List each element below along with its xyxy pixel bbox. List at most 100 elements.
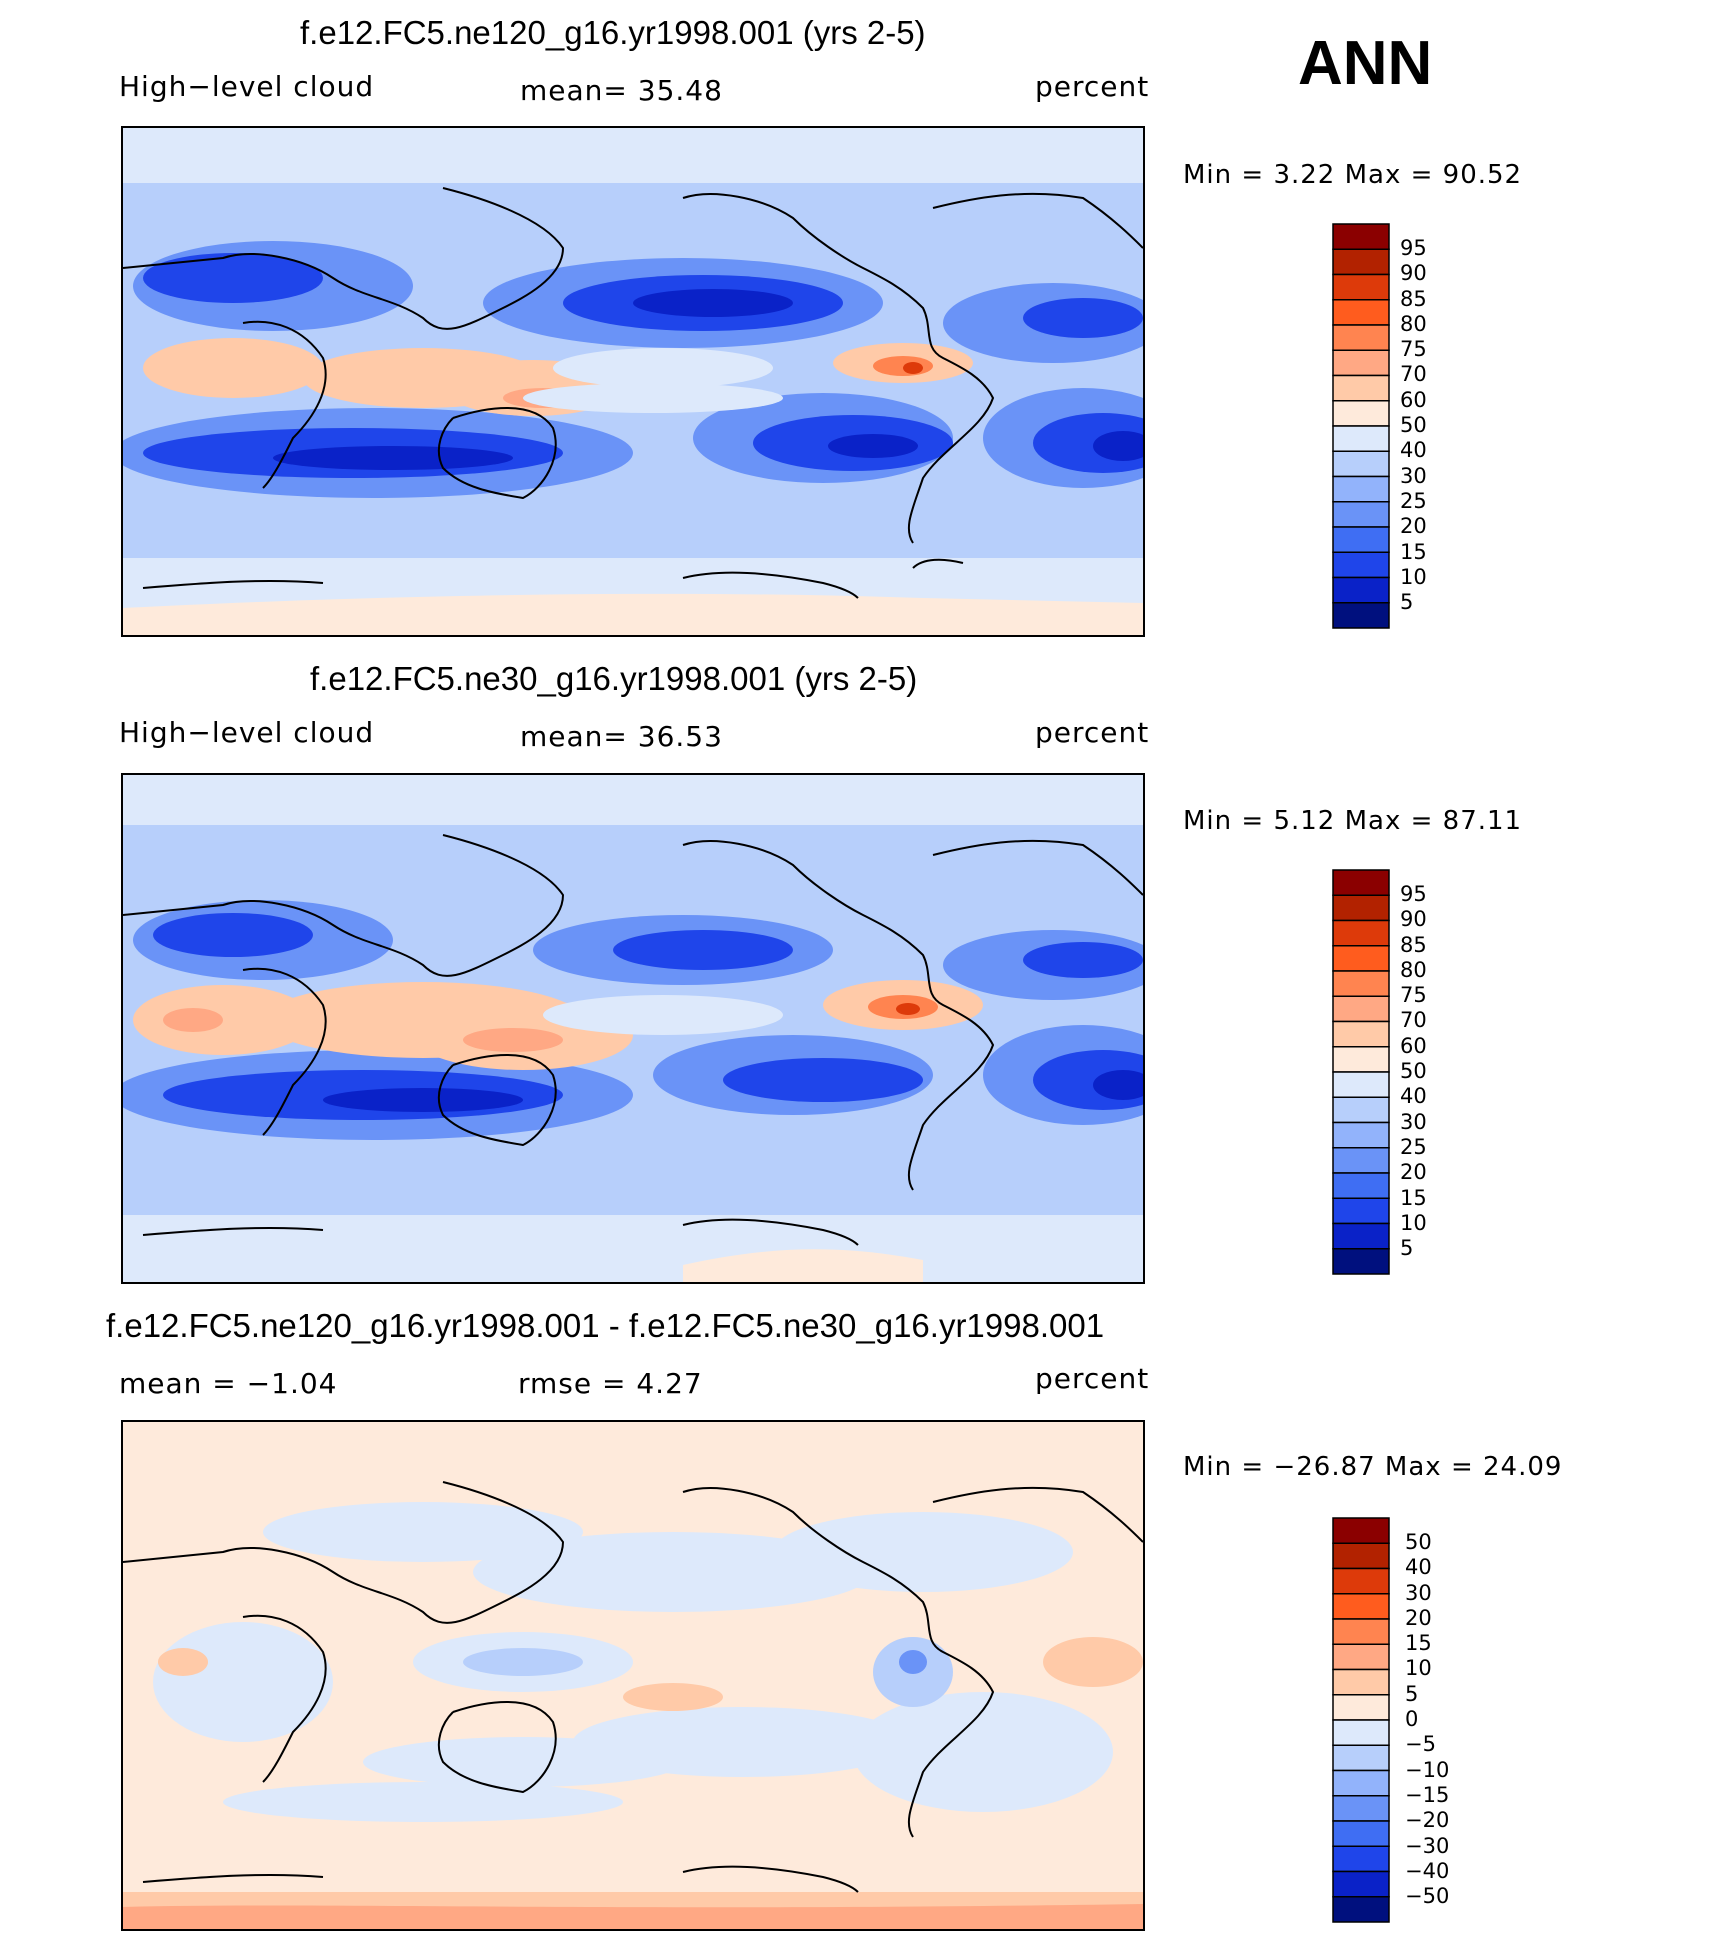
panel-2-colorbar-label: 40: [1400, 1084, 1427, 1109]
panel-3-minmax-label: Min = −26.87 Max = 24.09: [1183, 1452, 1563, 1482]
panel-2-colorbar-swatch: [1332, 1096, 1390, 1124]
panel-3-colorbar-swatch: [1332, 1744, 1390, 1772]
panel-2-units-label: percent: [1035, 716, 1150, 749]
panel-1-colorbar-label: 40: [1400, 438, 1427, 463]
panel-3-colorbar-label: 0: [1405, 1707, 1419, 1732]
panel-1-colorbar-swatch: [1332, 425, 1390, 452]
season-label: ANN: [1298, 29, 1433, 98]
panel-3-colorbar-label: 5: [1405, 1681, 1419, 1706]
panel-1-colorbar-labels: 95 90 85 80 75 70 60 50 40 30 25 20 15 1…: [1400, 236, 1427, 615]
panel-2-colorbar: [1332, 869, 1390, 1275]
panel-2-colorbar-swatch: [1332, 1222, 1390, 1250]
panel-2-colorbar-label: 25: [1400, 1134, 1427, 1159]
panel-1-colorbar-swatch: [1332, 526, 1390, 553]
panel-2-colorbar-swatch: [1332, 919, 1390, 947]
panel-3-colorbar-label: 20: [1405, 1605, 1432, 1630]
panel-1-colorbar-swatch: [1332, 475, 1390, 503]
panel-1-colorbar-swatch: [1332, 501, 1390, 528]
panel-2-colorbar-swatch: [1332, 1071, 1390, 1098]
panel-1-colorbar-swatch: [1332, 299, 1390, 326]
panel-1-colorbar-label: 5: [1400, 590, 1414, 615]
panel-1-minmax-label: Min = 3.22 Max = 90.52: [1183, 160, 1523, 190]
panel-1-colorbar-label: 30: [1400, 463, 1427, 488]
panel-3-colorbar-swatch: [1332, 1618, 1390, 1645]
panel-2-colorbar-swatch: [1332, 869, 1390, 896]
panel-1-colorbar-label: 60: [1400, 387, 1427, 412]
panel-1-colorbar-label: 70: [1400, 362, 1427, 387]
panel-1-colorbar-swatch: [1332, 273, 1390, 301]
panel-3-colorbar-label: −15: [1405, 1782, 1450, 1807]
panel-2-colorbar-swatch: [1332, 1172, 1390, 1199]
panel-3-colorbar-label: −5: [1405, 1732, 1436, 1757]
panel-3-rmse-label: rmse = 4.27: [518, 1367, 703, 1400]
panel-2-colorbar-swatch: [1332, 1121, 1390, 1149]
panel-2-colorbar-label: 20: [1400, 1160, 1427, 1185]
panel-2-colorbar-labels: 95 90 85 80 75 70 60 50 40 30 25 20 15 1…: [1400, 882, 1427, 1261]
panel-2-colorbar-label: 90: [1400, 907, 1427, 932]
panel-1-colorbar-label: 10: [1400, 564, 1427, 589]
panel-1-variable-label: High−level cloud: [119, 70, 375, 103]
panel-1-units-label: percent: [1035, 70, 1150, 103]
panel-2-colorbar-label: 10: [1400, 1210, 1427, 1235]
panel-3-colorbar-label: −30: [1405, 1833, 1450, 1858]
panel-1-colorbar-swatch: [1332, 374, 1390, 402]
panel-2-title: f.e12.FC5.ne30_g16.yr1998.001 (yrs 2-5): [310, 660, 918, 697]
panel-2-colorbar-swatch: [1332, 1020, 1390, 1048]
panel-3-title: f.e12.FC5.ne120_g16.yr1998.001 - f.e12.F…: [106, 1307, 1105, 1344]
panel-3-colorbar-swatch: [1332, 1643, 1390, 1671]
panel-1-colorbar-swatch: [1332, 248, 1390, 276]
panel-1-colorbar-label: 95: [1400, 236, 1427, 260]
panel-1-colorbar-swatch: [1332, 576, 1390, 604]
panel-2-colorbar-swatch: [1332, 894, 1390, 922]
panel-2-colorbar-label: 85: [1400, 932, 1427, 957]
panel-1-colorbar-label: 50: [1400, 413, 1427, 438]
panel-3-map: [121, 1420, 1145, 1931]
panel-3-colorbar-swatch: [1332, 1567, 1390, 1595]
panel-3-colorbar-swatch: [1332, 1795, 1390, 1822]
panel-1-colorbar-label: 15: [1400, 539, 1427, 564]
panel-3-colorbar-label: 40: [1405, 1555, 1432, 1580]
panel-2-colorbar-label: 60: [1400, 1033, 1427, 1058]
panel-3-colorbar-label: −20: [1405, 1808, 1450, 1833]
panel-3-colorbar-label: −10: [1405, 1757, 1450, 1782]
panel-1-colorbar-label: 85: [1400, 286, 1427, 311]
panel-3-contour-plot: [122, 1422, 1144, 1929]
panel-2-mean-label: mean= 36.53: [520, 720, 723, 753]
panel-2-colorbar-label: 30: [1400, 1109, 1427, 1134]
panel-1-colorbar-swatch: [1332, 349, 1390, 377]
panel-3-colorbar-swatch: [1332, 1870, 1390, 1898]
panel-1-colorbar-swatch: [1332, 324, 1390, 351]
panel-2-colorbar-label: 95: [1400, 882, 1427, 906]
panel-3-colorbar-label: 15: [1405, 1631, 1432, 1656]
panel-1-colorbar-label: 25: [1400, 488, 1427, 513]
panel-1-contour-plot: [113, 128, 1183, 635]
panel-3-colorbar-label: 30: [1405, 1580, 1432, 1605]
panel-3-colorbar-swatch: [1332, 1593, 1390, 1620]
panel-3-units-label: percent: [1035, 1362, 1150, 1395]
panel-2-variable-label: High−level cloud: [119, 716, 375, 749]
panel-3-colorbar-label: −40: [1405, 1858, 1450, 1883]
panel-1-title: f.e12.FC5.ne120_g16.yr1998.001 (yrs 2-5): [300, 14, 926, 51]
panel-2-colorbar-swatch: [1332, 995, 1390, 1023]
panel-2-colorbar-swatch: [1332, 945, 1390, 972]
panel-2-colorbar-label: 75: [1400, 983, 1427, 1008]
panel-3-colorbar-labels: 50 40 30 20 15 10 5 0 −5 −10 −15 −20 −30…: [1405, 1530, 1449, 1909]
panel-1-colorbar-swatch: [1332, 450, 1390, 478]
panel-1-colorbar-label: 80: [1400, 311, 1427, 336]
panel-1-colorbar-swatch: [1332, 223, 1390, 250]
panel-3-mean-label: mean = −1.04: [119, 1367, 338, 1400]
panel-2-map: [113, 773, 1183, 1284]
panel-3-colorbar-swatch: [1332, 1845, 1390, 1873]
panel-2-colorbar-label: 80: [1400, 957, 1427, 982]
panel-3-colorbar-label: 10: [1405, 1656, 1432, 1681]
panel-3-colorbar-swatch: [1332, 1896, 1390, 1923]
panel-2-colorbar-swatch: [1332, 1197, 1390, 1225]
panel-1-colorbar: [1332, 223, 1390, 629]
panel-3-colorbar-swatch: [1332, 1668, 1390, 1696]
panel-3-colorbar-label: −50: [1405, 1884, 1450, 1909]
panel-3-colorbar-swatch: [1332, 1769, 1390, 1797]
panel-3-colorbar-swatch: [1332, 1719, 1390, 1746]
panel-2-colorbar-swatch: [1332, 1046, 1390, 1073]
panel-2-colorbar-swatch: [1332, 1248, 1390, 1275]
panel-2-colorbar-swatch: [1332, 970, 1390, 997]
